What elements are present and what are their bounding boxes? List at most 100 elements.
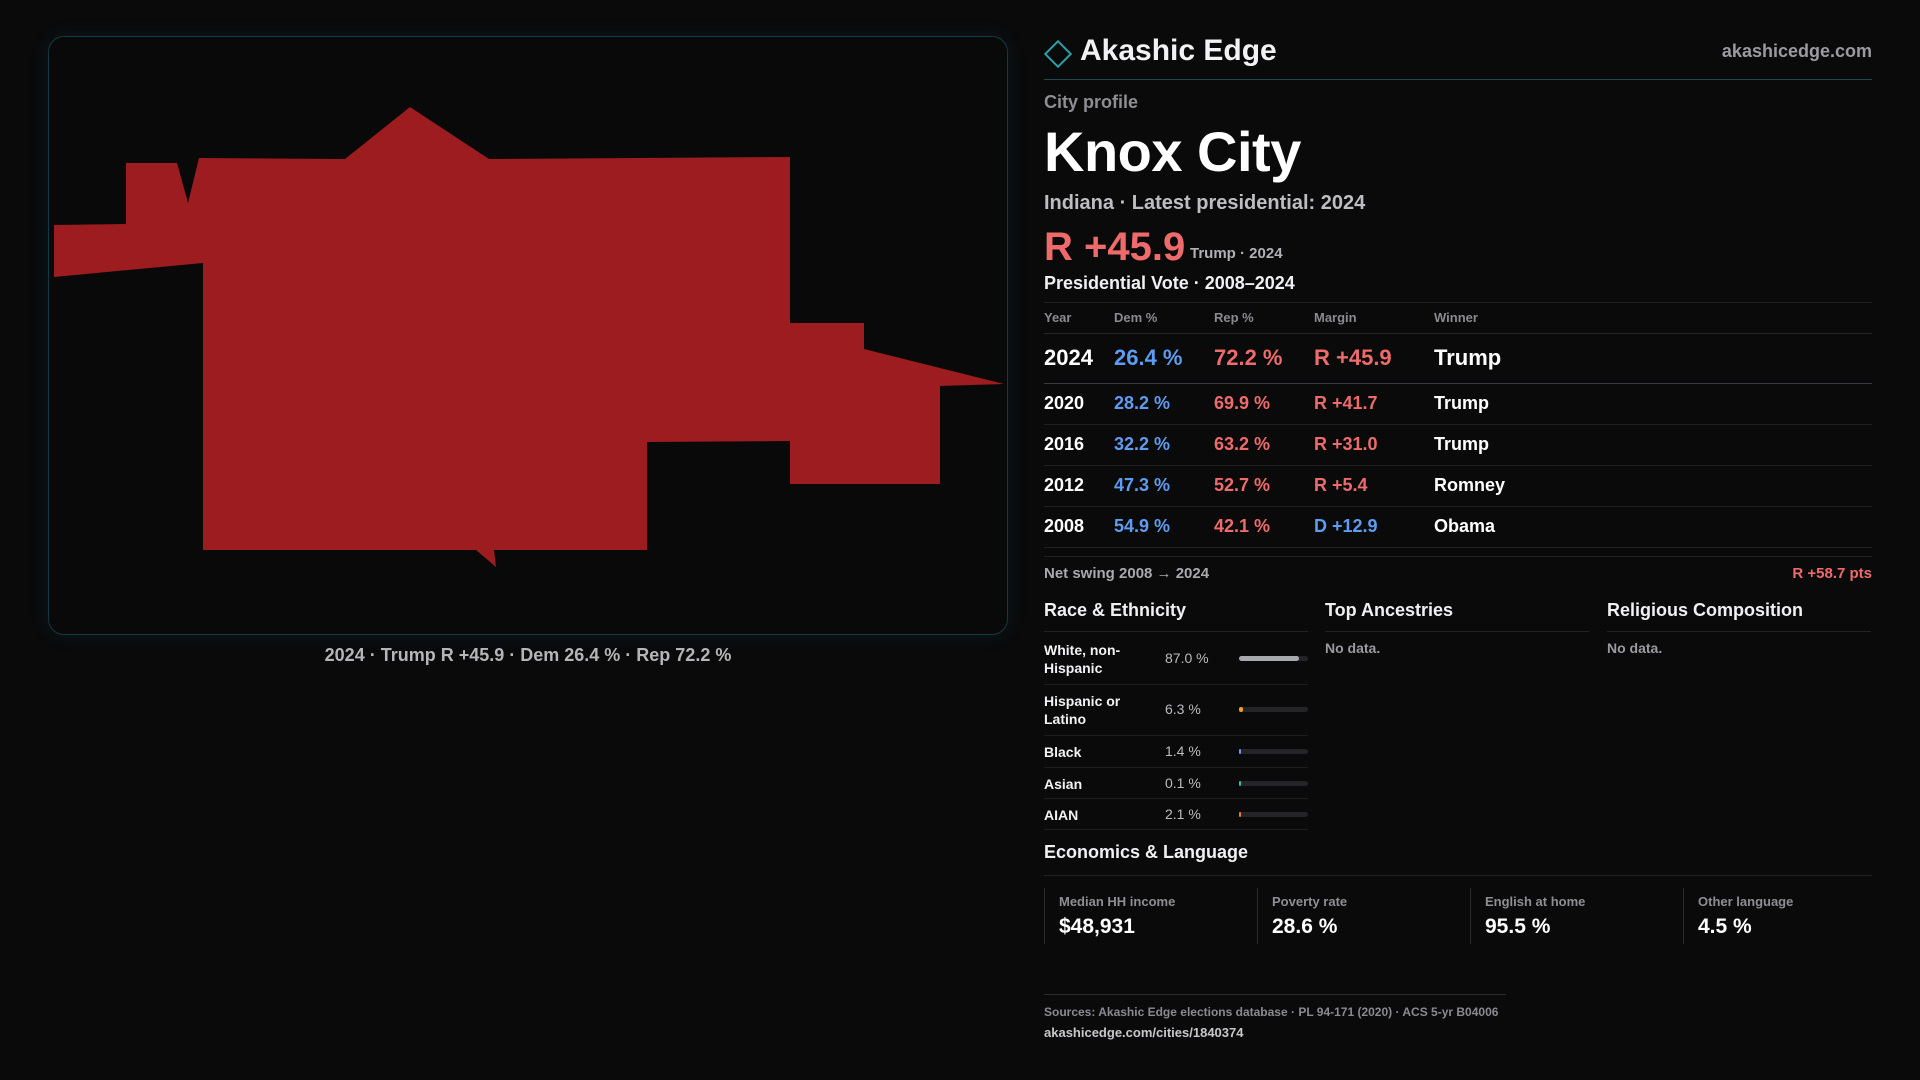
- economics-section: Economics & Language Median HH income $4…: [1044, 842, 1872, 960]
- stat-card-english: English at home 95.5 %: [1470, 888, 1670, 944]
- net-swing-row: Net swing 2008 → 2024 R +58.7 pts: [1044, 555, 1872, 582]
- cell-rep-pct: 52.7 %: [1214, 465, 1314, 507]
- col-header-margin: Margin: [1314, 303, 1434, 334]
- race-row: Asian 0.1 %: [1044, 768, 1308, 799]
- page-title: Knox City: [1044, 120, 1301, 183]
- cell-dem-pct: 47.3 %: [1114, 465, 1214, 507]
- race-bar-track: [1239, 707, 1308, 712]
- cell-year: 2016: [1044, 424, 1114, 466]
- race-pct: 6.3 %: [1165, 701, 1201, 717]
- race-bar-fill: [1239, 656, 1300, 661]
- race-bar-fill: [1239, 812, 1241, 817]
- col-header-year: Year: [1044, 303, 1114, 334]
- stat-label: Other language: [1698, 894, 1794, 909]
- table-row: 2012 47.3 % 52.7 % R +5.4 Romney: [1044, 465, 1872, 507]
- race-label: Hispanic or Latino: [1044, 693, 1121, 727]
- cell-year: 2024: [1044, 333, 1114, 384]
- footer-url-link[interactable]: akashicedge.com/cities/1840374: [1044, 1025, 1244, 1040]
- cell-margin: R +31.0: [1314, 424, 1434, 466]
- headline-result: R +45.9 Trump · 2024: [1044, 225, 1872, 269]
- cell-year: 2020: [1044, 383, 1114, 425]
- race-bar-fill: [1239, 749, 1241, 754]
- cell-margin: D +12.9: [1314, 506, 1434, 548]
- col-header-winner: Winner: [1434, 303, 1872, 334]
- net-swing-value: R +58.7 pts: [1792, 564, 1872, 582]
- race-row: Black 1.4 %: [1044, 736, 1308, 768]
- stat-card-poverty: Poverty rate 28.6 %: [1257, 888, 1457, 944]
- city-boundary-shape[interactable]: [54, 107, 1004, 567]
- map-caption: 2024 · Trump R +45.9 · Dem 26.4 % · Rep …: [324, 645, 732, 665]
- cell-margin: R +41.7: [1314, 383, 1434, 425]
- stat-value: 95.5 %: [1485, 915, 1551, 938]
- race-ethnicity-column: Race & Ethnicity White, non-Hispanic 87.0…: [1044, 600, 1308, 830]
- race-bar-track: [1239, 656, 1308, 661]
- vote-section-title: Presidential Vote · 2008–2024: [1044, 273, 1872, 303]
- race-row: AIAN 2.1 %: [1044, 799, 1308, 830]
- race-row: White, non-Hispanic 87.0 %: [1044, 634, 1308, 685]
- stat-value: $48,931: [1059, 915, 1135, 938]
- headline-margin: R +45.9: [1044, 225, 1186, 269]
- race-pct: 2.1 %: [1165, 806, 1201, 822]
- net-swing-label: Net swing 2008 → 2024: [1044, 564, 1210, 582]
- race-bar-fill: [1239, 781, 1241, 786]
- cell-year: 2008: [1044, 506, 1114, 548]
- vote-history-table: Year Dem % Rep % Margin Winner 2024 26.4 …: [1044, 303, 1872, 548]
- profile-panel: Akashic Edge akashicedge.com City profil…: [1043, 30, 1872, 582]
- footer-sources: Sources: Akashic Edge elections database…: [1044, 1005, 1499, 1019]
- race-pct: 87.0 %: [1165, 650, 1209, 666]
- religion-title: Religious Composition: [1607, 600, 1871, 632]
- cell-dem-pct: 28.2 %: [1114, 383, 1214, 425]
- stat-value: 4.5 %: [1698, 915, 1752, 938]
- cell-rep-pct: 63.2 %: [1214, 424, 1314, 466]
- table-row: 2016 32.2 % 63.2 % R +31.0 Trump: [1044, 424, 1872, 466]
- cell-winner: Trump: [1434, 424, 1872, 466]
- stat-card-other-language: Other language 4.5 %: [1683, 888, 1883, 944]
- race-pct: 0.1 %: [1165, 775, 1201, 791]
- race-label: Black: [1044, 744, 1082, 760]
- race-bar-track: [1239, 749, 1308, 754]
- col-header-dem: Dem %: [1114, 303, 1214, 334]
- race-ethnicity-title: Race & Ethnicity: [1044, 600, 1308, 632]
- race-ethnicity-list: White, non-Hispanic 87.0 % Hispanic or Lat…: [1044, 632, 1308, 830]
- race-pct: 1.4 %: [1165, 743, 1201, 759]
- cell-rep-pct: 72.2 %: [1214, 333, 1314, 384]
- race-label: AIAN: [1044, 807, 1079, 823]
- economics-cards: Median HH income $48,931 Poverty rate 28…: [1044, 888, 1872, 960]
- cell-dem-pct: 26.4 %: [1114, 333, 1214, 384]
- city-boundary-map[interactable]: [49, 37, 1008, 635]
- footer: Sources: Akashic Edge elections database…: [1044, 994, 1506, 1040]
- table-row: 2020 28.2 % 69.9 % R +41.7 Trump: [1044, 383, 1872, 425]
- table-row: 2008 54.9 % 42.1 % D +12.9 Obama: [1044, 506, 1872, 548]
- table-header-row: Year Dem % Rep % Margin Winner: [1044, 303, 1872, 334]
- cell-winner: Romney: [1434, 465, 1872, 507]
- brand-name[interactable]: Akashic Edge: [1080, 34, 1277, 67]
- cell-dem-pct: 32.2 %: [1114, 424, 1214, 466]
- city-map-panel[interactable]: [48, 36, 1008, 635]
- religion-column: Religious Composition No data.: [1607, 600, 1871, 656]
- cell-year: 2012: [1044, 465, 1114, 507]
- race-bar-fill: [1239, 707, 1244, 712]
- religion-empty: No data.: [1607, 640, 1663, 656]
- brand-header: Akashic Edge akashicedge.com: [1043, 30, 1872, 80]
- demographics-section: Race & Ethnicity White, non-Hispanic 87.0…: [1044, 600, 1872, 840]
- race-bar-track: [1239, 812, 1308, 817]
- brand-url-link[interactable]: akashicedge.com: [1721, 41, 1872, 61]
- ancestries-empty: No data.: [1325, 640, 1381, 656]
- stat-label: Median HH income: [1059, 894, 1176, 909]
- cell-margin: R +45.9: [1314, 333, 1434, 384]
- race-label: White, non-Hispanic: [1044, 642, 1121, 676]
- race-row: Hispanic or Latino 6.3 %: [1044, 685, 1308, 736]
- race-label: Asian: [1044, 776, 1083, 792]
- ancestries-title: Top Ancestries: [1325, 600, 1589, 632]
- headline-note: Trump · 2024: [1190, 245, 1283, 262]
- col-header-rep: Rep %: [1214, 303, 1314, 334]
- ancestries-column: Top Ancestries No data.: [1325, 600, 1589, 656]
- cell-dem-pct: 54.9 %: [1114, 506, 1214, 548]
- stat-label: English at home: [1485, 894, 1586, 909]
- cell-rep-pct: 69.9 %: [1214, 383, 1314, 425]
- city-subtitle: Indiana · Latest presidential: 2024: [1044, 192, 1366, 214]
- economics-title: Economics & Language: [1044, 842, 1872, 876]
- cell-rep-pct: 42.1 %: [1214, 506, 1314, 548]
- cell-winner: Trump: [1434, 333, 1872, 384]
- stat-card-income: Median HH income $48,931: [1044, 888, 1244, 944]
